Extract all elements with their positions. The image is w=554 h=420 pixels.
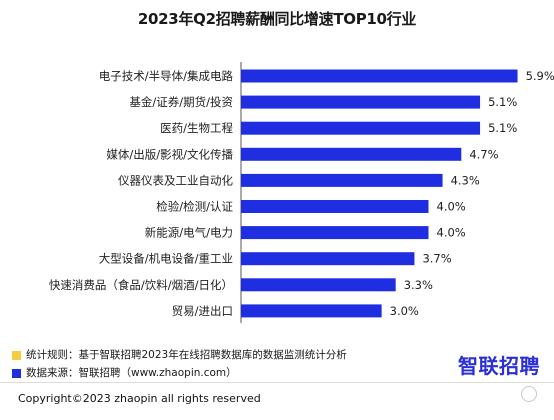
footer: Copyright©2023 zhaopin all rights reserv… [0, 382, 554, 420]
bar [241, 304, 382, 318]
note-rule-text: 统计规则：基于智联招聘2023年在线招聘数据库的数据监测统计分析 [26, 349, 347, 361]
category-label: 基金/证券/期货/投资 [129, 95, 233, 109]
value-label: 4.7% [469, 147, 498, 161]
category-label: 媒体/出版/影视/文化传播 [106, 147, 233, 161]
bar [241, 278, 396, 292]
notes: 统计规则：基于智联招聘2023年在线招聘数据库的数据监测统计分析 数据来源：智联… [12, 346, 347, 382]
yellow-square-icon [12, 350, 21, 360]
watermark-icon [521, 386, 537, 402]
bar [241, 173, 443, 187]
blue-square-icon [12, 368, 21, 378]
note-rule: 统计规则：基于智联招聘2023年在线招聘数据库的数据监测统计分析 [12, 346, 347, 364]
bar [241, 252, 415, 266]
category-label: 电子技术/半导体/集成电路 [99, 69, 234, 83]
note-source: 数据来源：智联招聘（www.zhaopin.com） [12, 364, 347, 382]
watermark [521, 386, 542, 402]
bar [241, 200, 429, 213]
category-label: 新能源/电气/电力 [145, 226, 233, 240]
value-label: 5.1% [488, 95, 517, 109]
value-label: 5.1% [488, 121, 517, 135]
category-label: 贸易/进出口 [172, 304, 233, 318]
category-label: 检验/检测/认证 [156, 200, 233, 214]
bar [241, 69, 518, 83]
value-label: 4.0% [437, 200, 466, 214]
category-label: 快速消费品（食品/饮料/烟酒/日化） [49, 278, 233, 292]
note-source-text: 数据来源：智联招聘（www.zhaopin.com） [26, 367, 237, 379]
value-label: 3.3% [404, 278, 433, 292]
value-label: 4.0% [437, 226, 466, 240]
category-label: 医药/生物工程 [160, 121, 233, 135]
brand-name: 智联招聘 [458, 354, 540, 378]
copyright-text: Copyright©2023 zhaopin all rights reserv… [18, 392, 261, 405]
bar [241, 226, 429, 240]
bar-chart: 电子技术/半导体/集成电路 5.9% 基金/证券/期货/投资 5.1% 医药/生物工程 5… [49, 62, 554, 323]
value-label: 4.3% [451, 173, 480, 187]
bar [241, 95, 481, 109]
value-label: 3.7% [422, 252, 451, 266]
value-label: 3.0% [390, 304, 419, 318]
zhaopin-logo: 智联招聘 [458, 350, 540, 379]
category-label: 大型设备/机电设备/重工业 [99, 252, 233, 266]
bar [241, 121, 481, 135]
value-label: 5.9% [526, 69, 554, 83]
chart-title: 2023年Q2招聘薪酬同比增速TOP10行业 [137, 10, 417, 28]
bars-group: 电子技术/半导体/集成电路 5.9% 基金/证券/期货/投资 5.1% 医药/生物工程 5… [49, 69, 554, 318]
category-label: 仪器仪表及工业自动化 [118, 173, 233, 187]
bar [241, 147, 462, 161]
